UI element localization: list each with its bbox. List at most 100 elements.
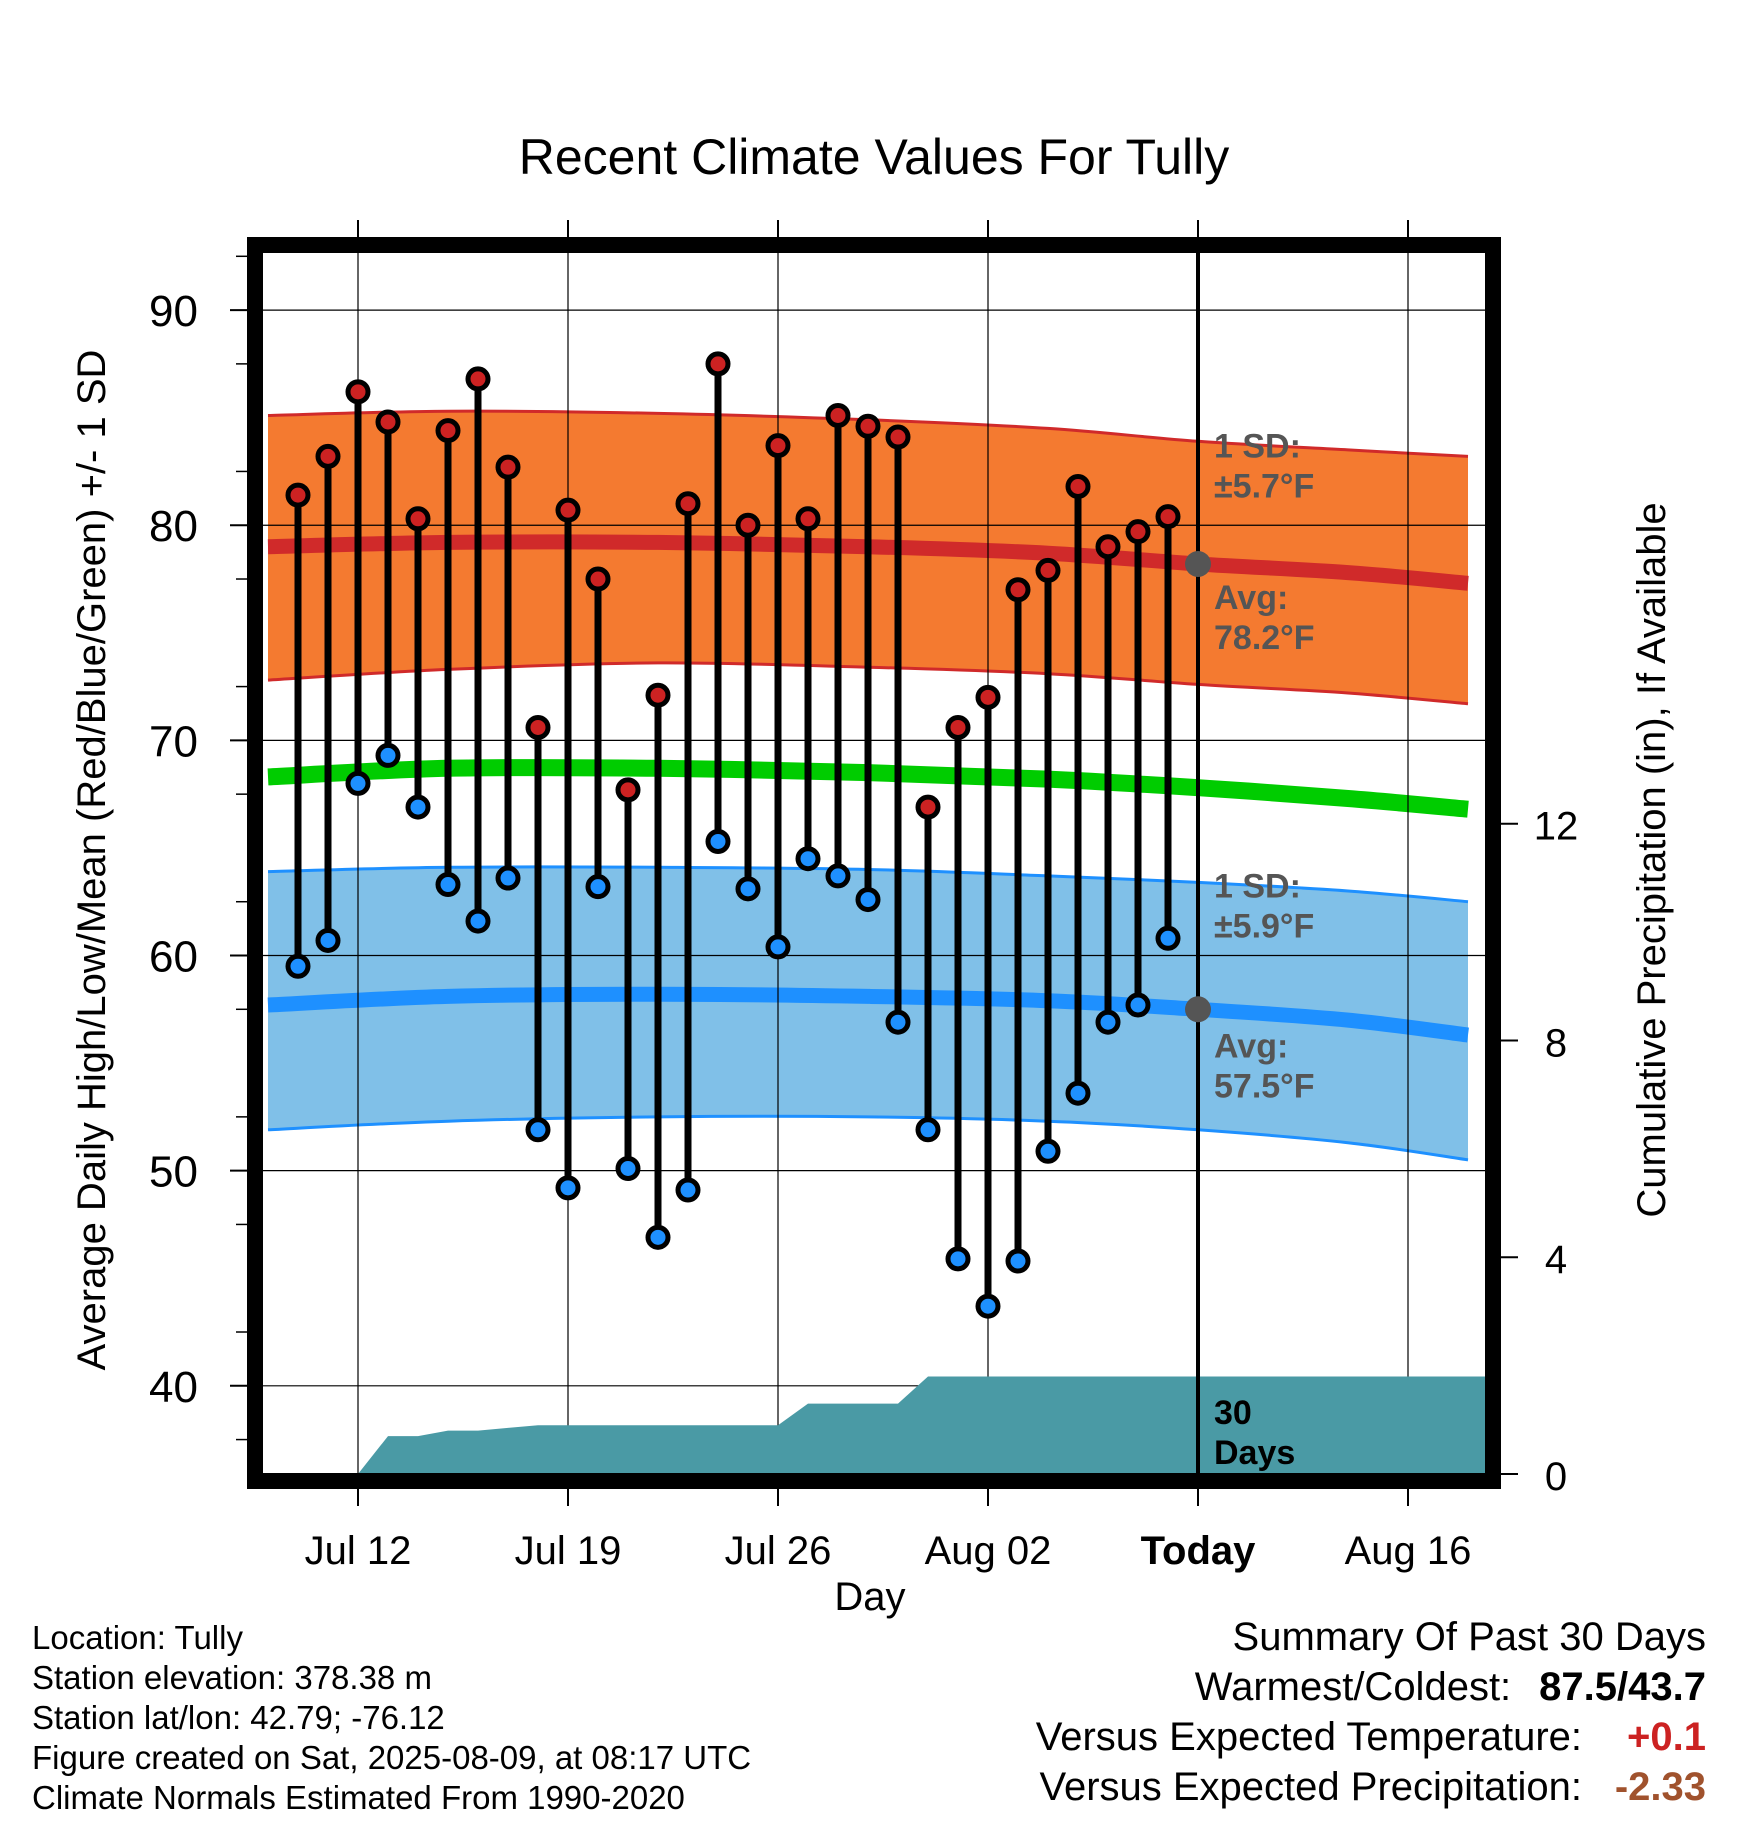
daily-high-point xyxy=(825,403,851,429)
daily-high-point xyxy=(1125,519,1151,545)
daily-low-point xyxy=(1155,925,1181,951)
daily-low-point xyxy=(495,865,521,891)
x-tick-label: Jul 26 xyxy=(725,1529,832,1573)
daily-high-point xyxy=(975,684,1001,710)
summary-panel: Summary Of Past 30 Days Warmest/Coldest:… xyxy=(806,1615,1706,1815)
daily-high-point xyxy=(375,409,401,435)
y-right-tick-label: 0 xyxy=(1545,1455,1567,1499)
daily-low-point xyxy=(525,1117,551,1143)
high-sd-annotation: ±5.7°F xyxy=(1214,467,1314,505)
daily-low-point xyxy=(615,1156,641,1181)
daily-low-point xyxy=(705,828,731,854)
x-axis-label: Day xyxy=(834,1575,906,1619)
normals-text: Climate Normals Estimated From 1990-2020 xyxy=(32,1779,685,1816)
warmest-coldest-value: 87.5/43.7 xyxy=(1539,1665,1706,1709)
warmest-coldest-label: Warmest/Coldest: xyxy=(1194,1665,1512,1709)
daily-low-point xyxy=(735,876,761,902)
daily-low-point xyxy=(345,770,371,796)
daily-high-point xyxy=(315,443,341,469)
low-sd-lower-edge xyxy=(267,1114,1469,1162)
daily-high-point xyxy=(855,413,881,439)
y-axis-label-left: Average Daily High/Low/Mean (Red/Blue/Gr… xyxy=(70,349,114,1371)
high-sd-lower-edge xyxy=(267,661,1469,706)
low-avg-annotation: Avg: xyxy=(1214,1027,1288,1065)
daily-high-point xyxy=(915,794,941,820)
normal-mean-line xyxy=(267,758,1469,818)
daily-high-point xyxy=(1005,577,1031,603)
daily-high-point xyxy=(1065,474,1091,500)
y-tick-label: 90 xyxy=(149,287,198,336)
daily-high-point xyxy=(285,482,311,508)
daily-low-point xyxy=(1035,1138,1061,1164)
daily-low-point xyxy=(315,927,341,953)
daily-low-point xyxy=(855,887,881,913)
high-avg-annotation: 78.2°F xyxy=(1214,619,1315,657)
daily-high-point xyxy=(555,497,581,523)
summary-heading: Summary Of Past 30 Days xyxy=(1232,1615,1706,1659)
y-axis-label-right: Cumulative Precipitation (in), If Availa… xyxy=(1630,502,1674,1218)
daily-low-point xyxy=(765,934,791,960)
daily-low-point xyxy=(285,953,311,979)
daily-high-point xyxy=(675,491,701,517)
daily-high-point xyxy=(405,506,431,532)
daily-high-point xyxy=(615,777,641,803)
y-tick-label: 40 xyxy=(149,1363,198,1412)
daily-low-point xyxy=(915,1117,941,1143)
daily-low-point xyxy=(1005,1248,1031,1274)
high-avg-annotation: Avg: xyxy=(1214,579,1288,617)
y-right-tick-label: 12 xyxy=(1534,805,1579,849)
precip-departure-label: Versus Expected Precipitation: xyxy=(1039,1765,1582,1809)
daily-low-point xyxy=(405,794,431,820)
daily-high-point xyxy=(765,433,791,459)
daily-low-point xyxy=(585,874,611,900)
latlon-text: Station lat/lon: 42.79; -76.12 xyxy=(32,1699,445,1736)
daily-high-point xyxy=(435,418,461,444)
y-tick-label: 70 xyxy=(149,717,198,766)
daily-high-point xyxy=(525,714,551,740)
daily-high-point xyxy=(495,454,521,480)
x-tick-label: Jul 12 xyxy=(305,1529,412,1573)
temp-departure-value: +0.1 xyxy=(1627,1715,1706,1759)
temp-departure-label: Versus Expected Temperature: xyxy=(1035,1715,1582,1759)
daily-high-point xyxy=(945,714,971,740)
daily-high-point xyxy=(795,506,821,532)
low-sd-annotation: 1 SD: xyxy=(1214,867,1301,905)
today-normal-high-marker xyxy=(1185,550,1211,577)
daily-high-point xyxy=(645,682,671,708)
daily-low-point xyxy=(1065,1080,1091,1106)
daily-high-point xyxy=(735,512,761,538)
daily-low-point xyxy=(555,1175,581,1201)
chart-title: Recent Climate Values For Tully xyxy=(518,129,1230,185)
y-tick-label: 50 xyxy=(149,1148,198,1197)
cumulative-precip-area xyxy=(328,1376,1486,1474)
daily-high-point xyxy=(345,379,371,405)
station-info: Location: Tully Station elevation: 378.3… xyxy=(32,1618,751,1818)
normal-low-line xyxy=(267,986,1469,1043)
daily-low-point xyxy=(945,1246,971,1272)
daily-low-point xyxy=(435,872,461,898)
normal-high-line xyxy=(267,534,1469,591)
daily-low-point xyxy=(885,1009,911,1035)
daily-low-point xyxy=(1125,992,1151,1018)
daily-low-point xyxy=(825,863,851,889)
high-sd-upper-edge xyxy=(267,409,1469,458)
daily-low-point xyxy=(1095,1009,1121,1035)
daily-high-point xyxy=(465,366,491,392)
daily-low-point xyxy=(795,846,821,872)
daily-high-point xyxy=(585,566,611,592)
plot-frame xyxy=(247,237,1501,1489)
high-sd-annotation: 1 SD: xyxy=(1214,427,1301,465)
x-tick-label: Aug 16 xyxy=(1345,1529,1472,1573)
y-tick-label: 60 xyxy=(149,933,198,982)
daily-high-point xyxy=(1035,557,1061,583)
window-annotation: 30 xyxy=(1214,1394,1252,1432)
today-normal-low-marker xyxy=(1185,996,1211,1023)
low-sd-upper-edge xyxy=(267,865,1469,904)
precip-departure-value: -2.33 xyxy=(1614,1765,1706,1809)
y-tick-label: 80 xyxy=(149,502,198,551)
daily-high-point xyxy=(1095,534,1121,560)
daily-high-point xyxy=(705,351,731,377)
daily-low-point xyxy=(465,908,491,934)
elevation-text: Station elevation: 378.38 m xyxy=(32,1659,432,1696)
